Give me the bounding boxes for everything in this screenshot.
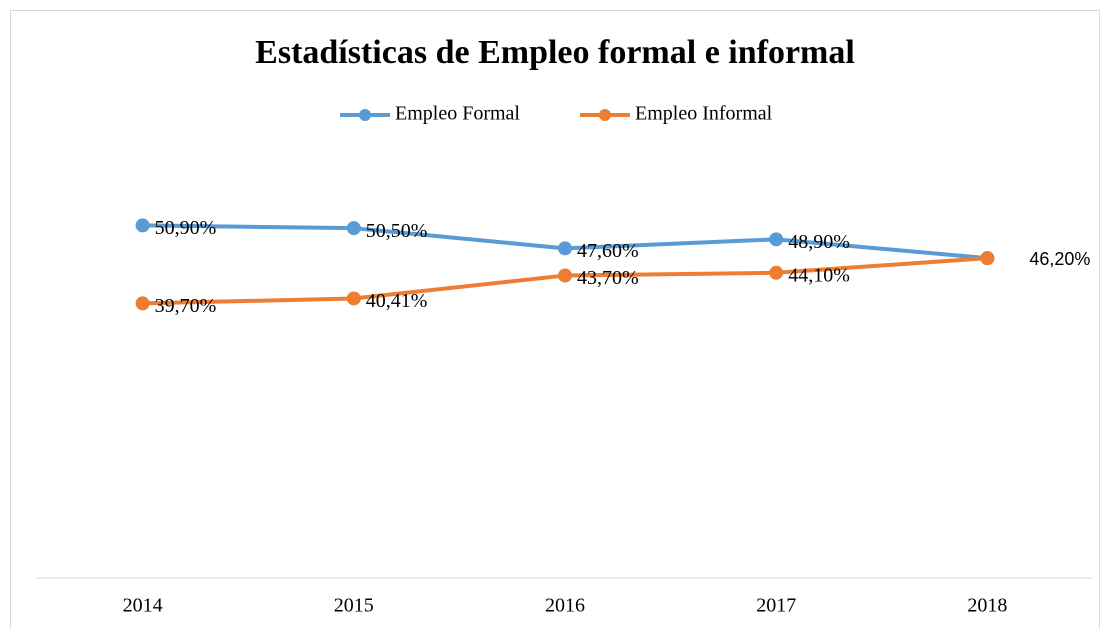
data-label: 46,20%	[1029, 249, 1090, 269]
data-label: 50,50%	[366, 220, 428, 242]
series-marker	[558, 268, 572, 283]
data-label: 40,41%	[366, 290, 428, 312]
legend-marker	[359, 109, 371, 121]
chart-title: Estadísticas de Empleo formal e informal	[255, 34, 855, 71]
series-marker	[135, 296, 150, 311]
data-label: 44,10%	[788, 264, 850, 286]
series-marker	[558, 241, 572, 256]
series-marker	[346, 221, 361, 236]
data-label: 47,60%	[577, 240, 639, 262]
series-marker	[769, 265, 784, 280]
data-label: 48,90%	[788, 231, 850, 253]
data-label: 50,90%	[155, 217, 217, 239]
legend-label: Empleo Formal	[395, 103, 520, 125]
legend-marker	[599, 109, 611, 121]
series-marker	[980, 251, 995, 266]
x-tick-label: 2018	[967, 595, 1007, 617]
x-tick-label: 2014	[123, 595, 163, 617]
series-marker	[135, 218, 150, 233]
series-marker	[769, 232, 784, 247]
data-label: 43,70%	[577, 267, 639, 289]
x-tick-label: 2017	[756, 595, 796, 617]
x-tick-label: 2016	[545, 595, 585, 617]
x-tick-label: 2015	[334, 595, 374, 617]
legend-label: Empleo Informal	[635, 103, 773, 125]
data-label: 39,70%	[155, 295, 217, 317]
series-marker	[346, 291, 361, 306]
chart-frame	[10, 10, 1100, 629]
